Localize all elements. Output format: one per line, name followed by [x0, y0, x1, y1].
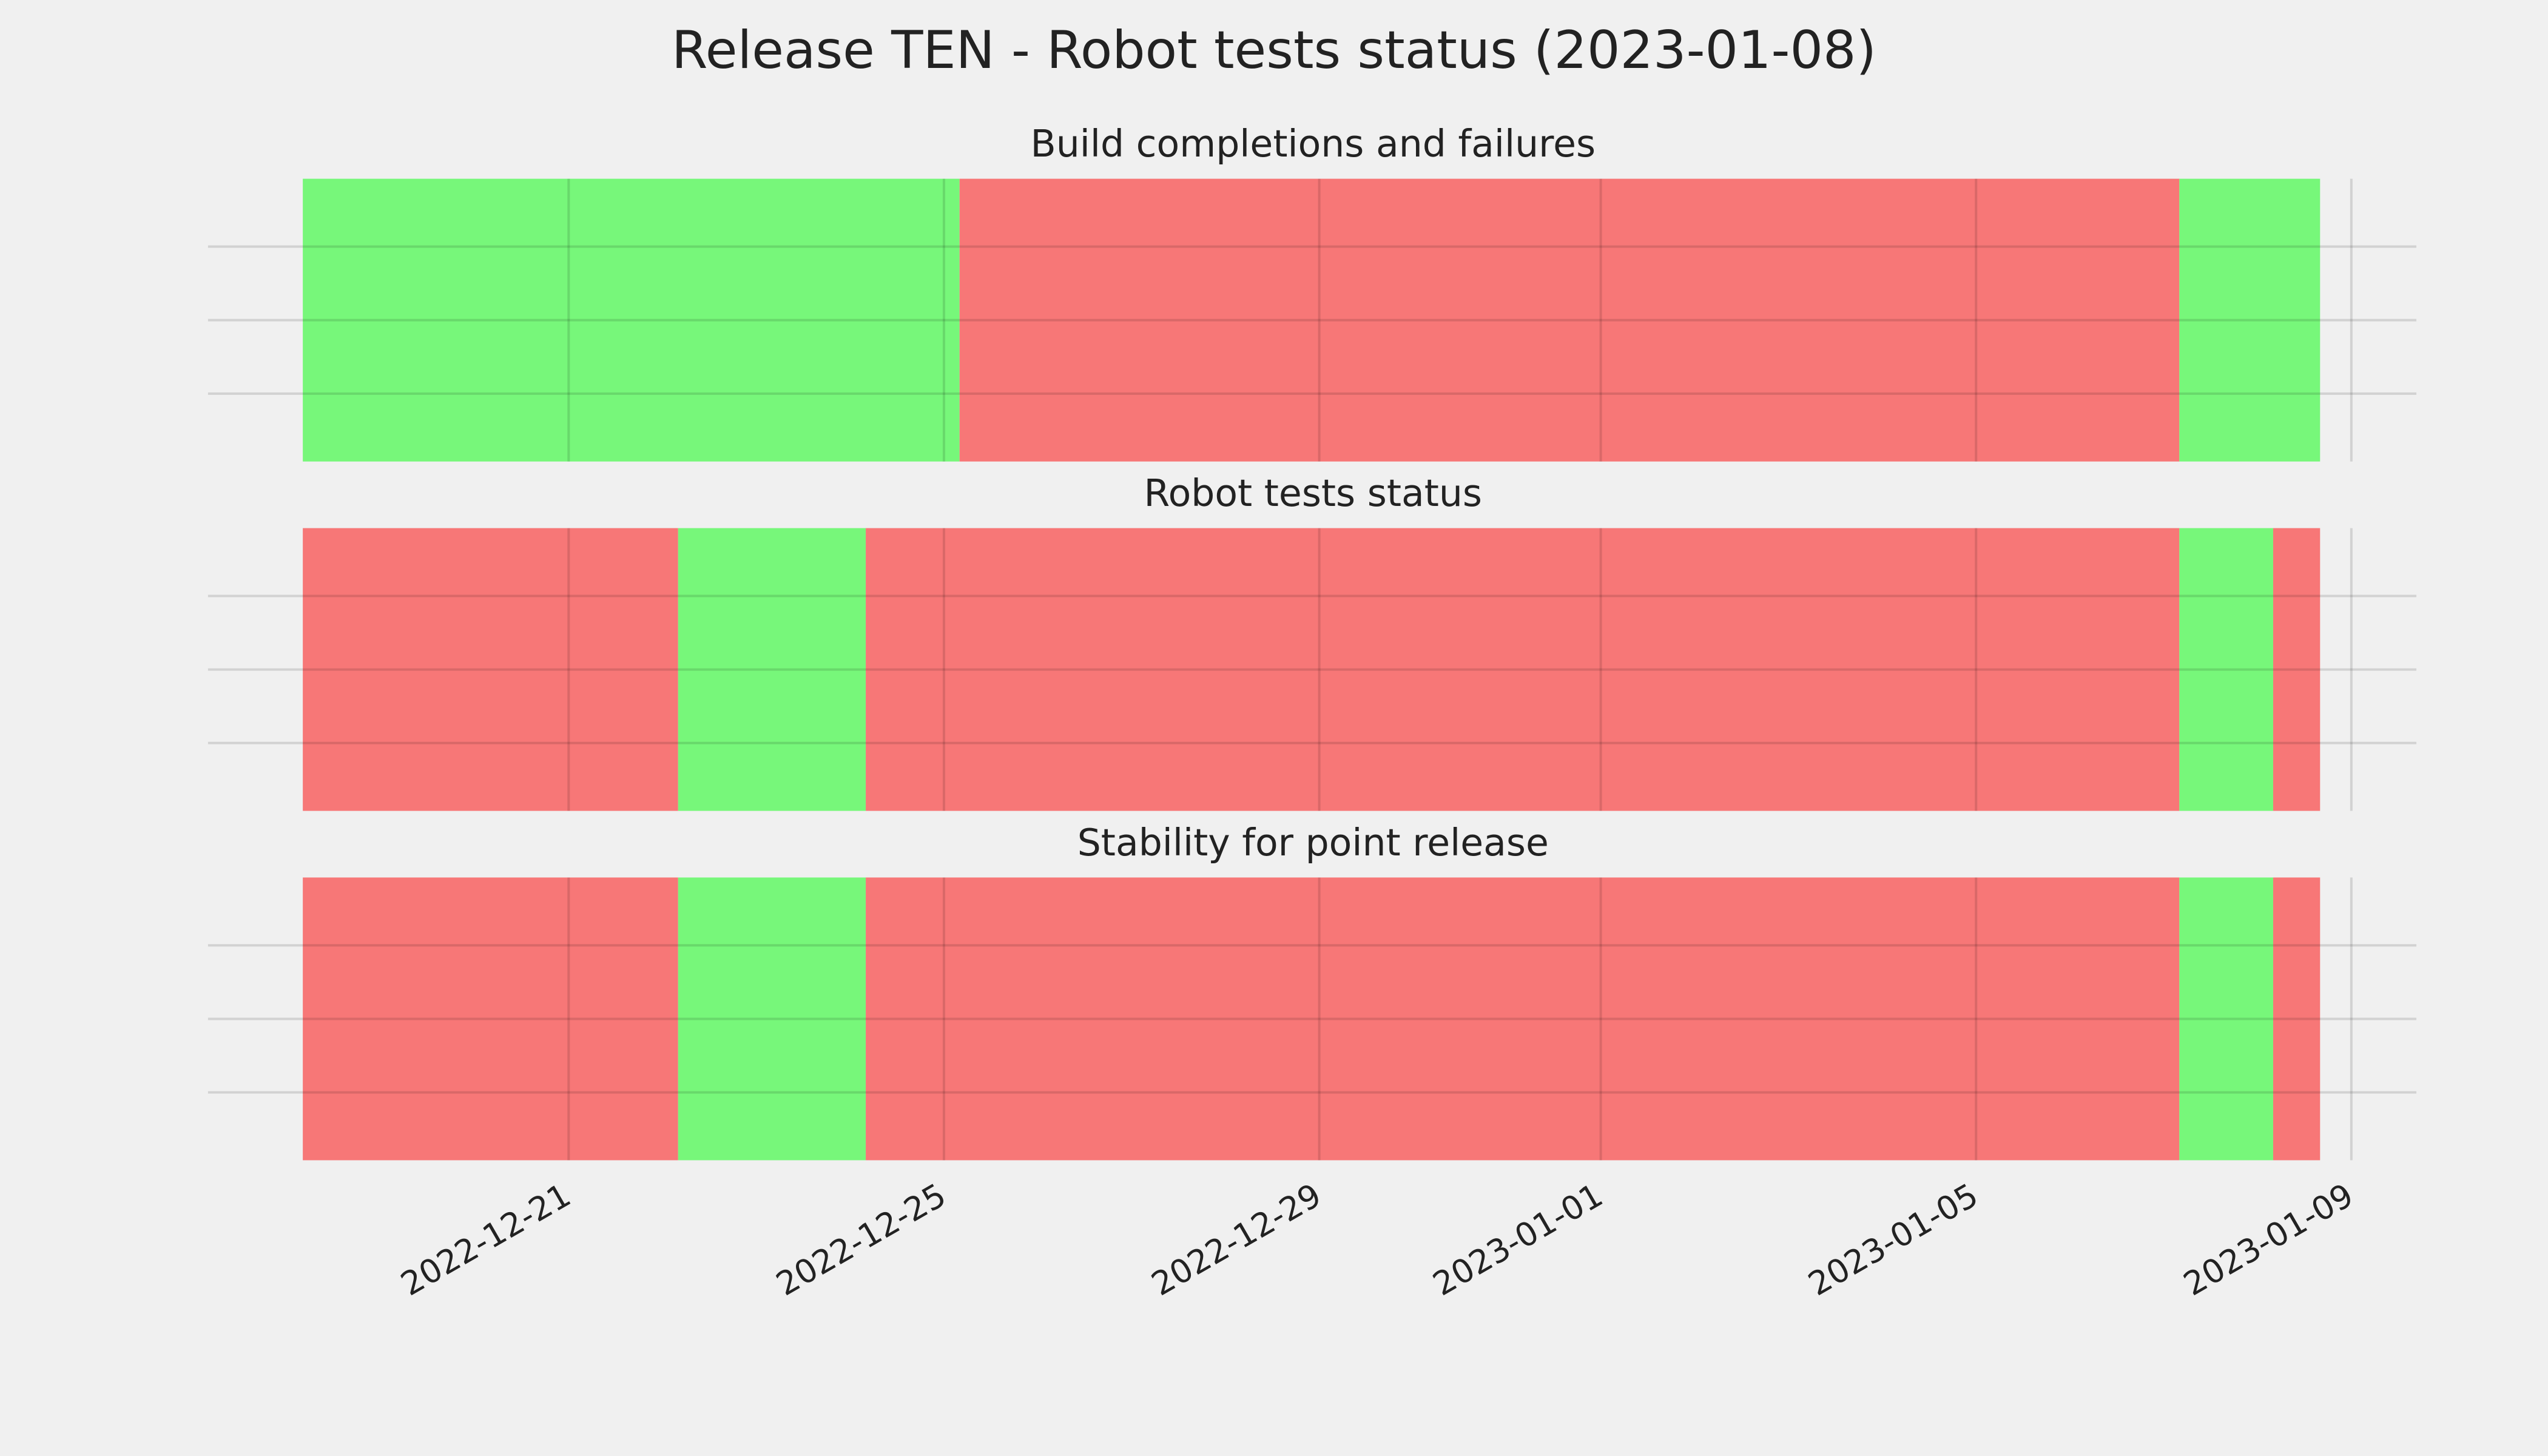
status-segment [2273, 877, 2320, 1161]
x-tick-label: 2022-12-25 [770, 1176, 952, 1303]
x-tick-label: 2023-01-01 [1426, 1176, 1609, 1303]
status-segment [2273, 528, 2320, 811]
panel-title: Robot tests status [1144, 471, 1482, 515]
status-segment [2179, 877, 2273, 1161]
x-tick-label: 2022-12-29 [1145, 1176, 1327, 1303]
chart-title: Release TEN - Robot tests status (2023-0… [672, 20, 1876, 81]
status-segment [2179, 528, 2273, 811]
status-segment [303, 178, 960, 462]
status-segment [303, 877, 678, 1161]
x-tick-label: 2023-01-05 [1802, 1176, 1984, 1303]
x-tick-label: 2022-12-21 [394, 1176, 577, 1303]
status-segment [866, 877, 2180, 1161]
status-segment [866, 528, 2180, 811]
panel-title: Build completions and failures [1030, 122, 1596, 166]
panel-title: Stability for point release [1077, 821, 1549, 864]
status-segment [959, 178, 2180, 462]
status-segment [303, 528, 678, 811]
status-segment [2179, 178, 2320, 462]
status-segment [678, 528, 866, 811]
status-segment [678, 877, 866, 1161]
x-tick-label: 2023-01-09 [2177, 1176, 2360, 1303]
